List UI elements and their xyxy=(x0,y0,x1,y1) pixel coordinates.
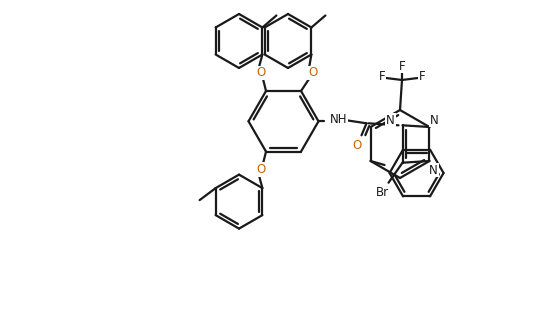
Text: NH: NH xyxy=(330,113,347,126)
Text: F: F xyxy=(379,70,386,82)
Text: F: F xyxy=(399,60,406,72)
Text: F: F xyxy=(418,70,426,82)
Text: Br: Br xyxy=(376,186,389,199)
Text: O: O xyxy=(352,139,361,152)
Text: O: O xyxy=(308,66,318,80)
Text: N: N xyxy=(386,114,395,127)
Text: O: O xyxy=(256,66,266,80)
Text: O: O xyxy=(256,163,266,176)
Text: N: N xyxy=(430,113,439,127)
Text: N: N xyxy=(429,164,438,176)
